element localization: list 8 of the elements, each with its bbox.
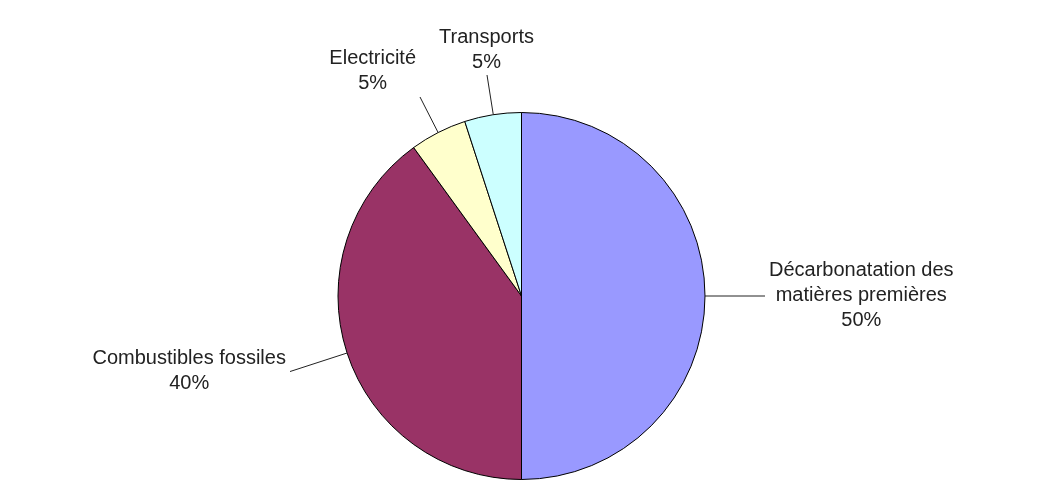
slice-label: Décarbonatation des matières premières	[769, 258, 954, 306]
data-label: 50%	[841, 308, 882, 331]
data-label: 5%	[358, 71, 388, 94]
slice-label: Electricité	[329, 46, 417, 69]
slice-label: Combustibles fossiles	[92, 345, 286, 368]
slice-label: Transports	[439, 24, 534, 47]
data-label: 5%	[472, 49, 502, 72]
data-label: 40%	[169, 370, 210, 393]
